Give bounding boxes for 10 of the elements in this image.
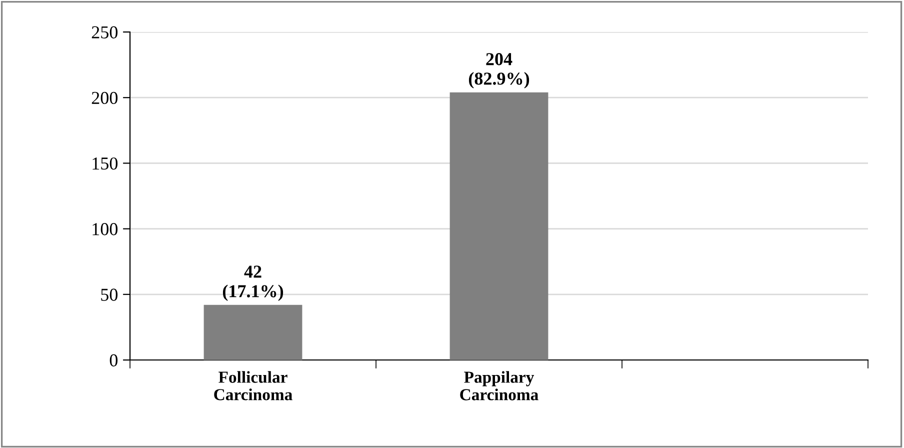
y-tick-label: 150 — [92, 157, 118, 170]
x-tick-label: Follicular Carcinoma — [214, 371, 292, 400]
data-label: 42 (17.1%) — [222, 266, 284, 301]
x-tick-label: Pappilary Carcinoma — [460, 371, 538, 400]
y-tick-label: 100 — [92, 223, 118, 236]
y-tick-label: 200 — [92, 92, 118, 104]
y-tick-label: 50 — [101, 288, 118, 301]
y-tick-label: 250 — [92, 26, 118, 38]
y-tick-label: 0 — [110, 354, 118, 366]
data-label: 204 (82.9%) — [468, 53, 530, 88]
